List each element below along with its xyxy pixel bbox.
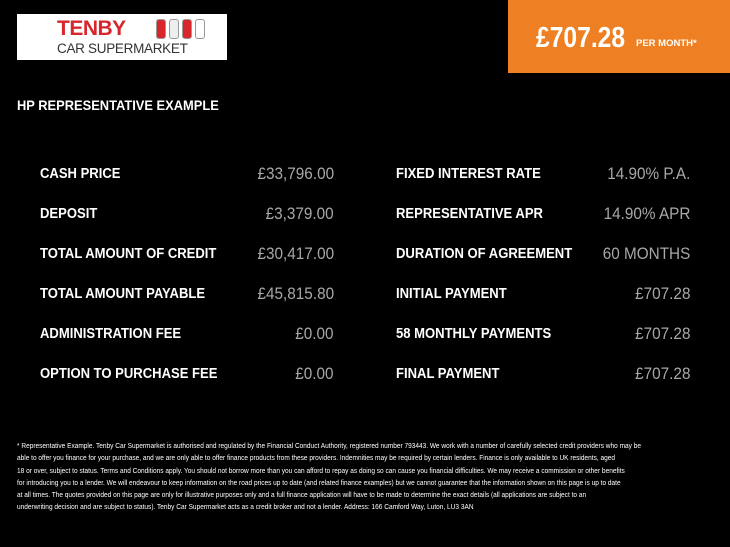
finance-label: REPRESENTATIVE APR	[396, 206, 543, 222]
logo-cars-icon	[156, 19, 205, 39]
page-title: HP REPRESENTATIVE EXAMPLE	[17, 97, 219, 113]
finance-label: DEPOSIT	[40, 206, 98, 222]
finance-value: 14.90% APR	[603, 204, 690, 223]
finance-value: £0.00	[295, 324, 334, 343]
monthly-price-badge: £707.28 PER MONTH*	[508, 0, 730, 73]
finance-row: DURATION OF AGREEMENT 60 MONTHS	[396, 244, 690, 266]
disclaimer-line: for introducing you to a lender. We will…	[17, 477, 621, 487]
disclaimer: * Representative Example. Tenby Car Supe…	[17, 440, 730, 514]
finance-value: £33,796.00	[257, 164, 334, 183]
finance-label: FIXED INTEREST RATE	[396, 166, 541, 182]
finance-row: DEPOSIT £3,379.00	[40, 204, 334, 226]
finance-label: FINAL PAYMENT	[396, 366, 500, 382]
finance-row: FINAL PAYMENT £707.28	[396, 364, 690, 386]
finance-row: OPTION TO PURCHASE FEE £0.00	[40, 364, 334, 386]
finance-value: £707.28	[634, 324, 690, 343]
monthly-price: £707.28	[536, 22, 626, 54]
finance-row: ADMINISTRATION FEE £0.00	[40, 324, 334, 346]
finance-value: £707.28	[634, 364, 690, 383]
finance-value: £707.28	[634, 284, 690, 303]
finance-row: CASH PRICE £33,796.00	[40, 164, 334, 186]
finance-row: TOTAL AMOUNT PAYABLE £45,815.80	[40, 284, 334, 306]
finance-value: 14.90% P.A.	[606, 164, 690, 183]
finance-label: ADMINISTRATION FEE	[40, 326, 182, 342]
disclaimer-line: underwriting decision and are subject to…	[17, 502, 474, 512]
finance-label: DURATION OF AGREEMENT	[396, 246, 573, 262]
disclaimer-line: * Representative Example. Tenby Car Supe…	[17, 441, 642, 450]
finance-value: £0.00	[295, 364, 334, 383]
disclaimer-line: able to offer you finance for your purch…	[17, 453, 616, 463]
finance-row: TOTAL AMOUNT OF CREDIT £30,417.00	[40, 244, 334, 266]
disclaimer-line: 18 or over, subject to status. Terms and…	[17, 465, 625, 475]
finance-value: 60 MONTHS	[602, 244, 690, 263]
finance-label: CASH PRICE	[40, 166, 121, 182]
finance-label: INITIAL PAYMENT	[396, 286, 507, 302]
finance-row: 58 MONTHLY PAYMENTS £707.28	[396, 324, 690, 346]
finance-value: £30,417.00	[257, 244, 334, 263]
per-month-label: PER MONTH*	[636, 38, 697, 49]
finance-label: 58 MONTHLY PAYMENTS	[396, 326, 552, 342]
finance-label: TOTAL AMOUNT OF CREDIT	[40, 246, 217, 262]
finance-label: TOTAL AMOUNT PAYABLE	[40, 286, 206, 302]
finance-row: FIXED INTEREST RATE 14.90% P.A.	[396, 164, 690, 186]
finance-row: REPRESENTATIVE APR 14.90% APR	[396, 204, 690, 226]
logo-text-tenby: TENBY	[57, 17, 126, 40]
finance-value: £3,379.00	[265, 204, 334, 223]
logo-text-subtitle: CAR SUPERMARKET	[57, 41, 188, 56]
logo: TENBY CAR SUPERMARKET	[17, 14, 227, 60]
finance-label: OPTION TO PURCHASE FEE	[40, 366, 218, 382]
finance-value: £45,815.80	[257, 284, 334, 303]
disclaimer-line: at all times. The quotes provided on thi…	[17, 490, 587, 500]
finance-row: INITIAL PAYMENT £707.28	[396, 284, 690, 306]
